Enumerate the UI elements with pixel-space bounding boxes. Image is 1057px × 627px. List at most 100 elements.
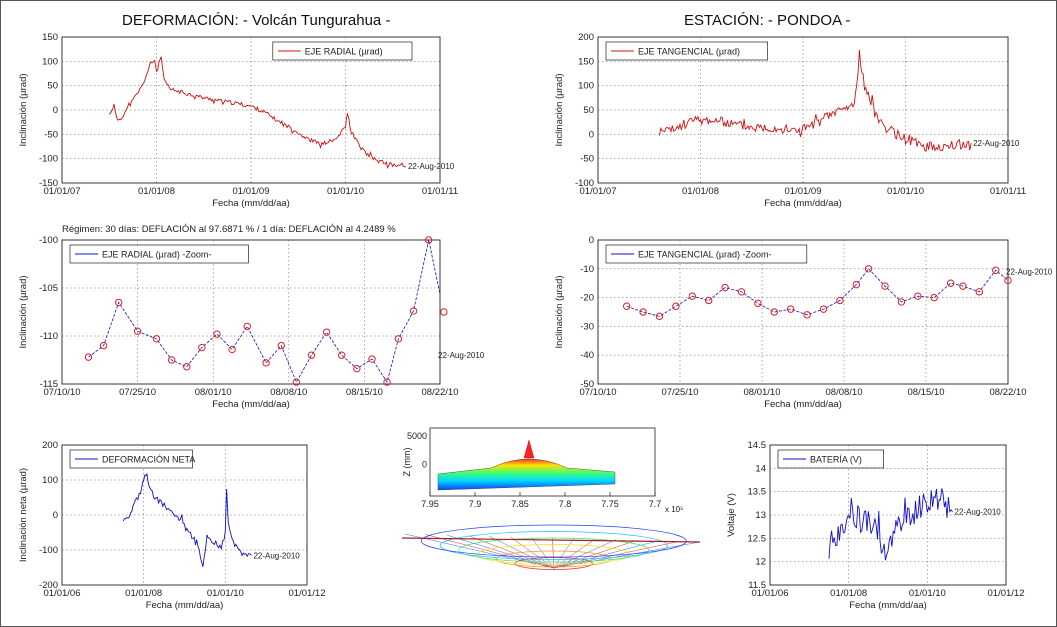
tangencial-y-tick-label: -50 xyxy=(580,154,594,165)
radial_zoom-data-point xyxy=(115,298,123,307)
wire-radial-line xyxy=(531,537,554,569)
chart-bateria: 01/01/06 01/01/08 01/01/10 01/01/12 11.5 12 12… xyxy=(726,440,1024,611)
radial-x-label: Fecha (mm/dd/aa) xyxy=(212,198,290,209)
radial_zoom-data-point xyxy=(277,341,285,350)
radial-y-tick-label: -150 xyxy=(39,178,58,189)
wire-radial-line xyxy=(468,535,554,569)
tangencial_zoom-data-point xyxy=(881,282,889,290)
tangencial-x-tick-label: 01/01/07 xyxy=(580,186,617,197)
tangencial_zoom-y-label: Inclinación (µrad) xyxy=(554,275,565,348)
wire-contour-ring xyxy=(458,537,650,563)
radial-y-label: Inclinación (µrad) xyxy=(18,73,29,146)
radial_zoom-data-point xyxy=(394,335,403,343)
radial_zoom-data-point xyxy=(262,359,270,367)
surface-y-label: Z (mm) xyxy=(402,448,412,477)
surface-x-exponent: x 10⁵ xyxy=(665,505,683,514)
title-left: DEFORMACIÓN: - Volcán Tungurahua - xyxy=(122,12,391,29)
radial_zoom-y-label: Inclinación (µrad) xyxy=(18,275,29,348)
wire-radial-line xyxy=(553,540,637,569)
radial_zoom-data-point xyxy=(409,307,418,315)
tangencial_zoom-y-tick-label: -20 xyxy=(580,293,594,304)
tangencial_zoom-data-point xyxy=(1004,276,1012,285)
radial_zoom-data-point xyxy=(133,327,142,335)
tangencial_zoom-y-tick-label: -30 xyxy=(580,321,594,332)
wire-radial-line xyxy=(553,541,679,569)
surface-y-tick-label: 5000 xyxy=(407,431,427,441)
deformacion_neta-y-label: Inclinación neta (µrad) xyxy=(18,468,29,562)
regime-status-text: Régimen: 30 días: DEFLACIÓN al 97.6871 %… xyxy=(62,224,396,235)
radial_zoom-x-tick-label: 07/25/10 xyxy=(119,387,156,398)
deformacion_neta-y-tick-label: 0 xyxy=(53,510,58,521)
deformacion_neta-series-line xyxy=(122,472,252,567)
title-right: ESTACIÓN: - PONDOA - xyxy=(684,12,851,29)
tangencial-series-line xyxy=(659,49,972,153)
radial_zoom-x-tick-label: 08/01/10 xyxy=(195,387,232,398)
radial-series-line xyxy=(108,56,407,170)
radial_zoom-legend-box xyxy=(69,244,249,264)
wire-radial-line xyxy=(553,540,658,569)
surface-x-tick-label: 7.75 xyxy=(601,499,619,509)
bateria-x-label: Fecha (mm/dd/aa) xyxy=(849,600,927,611)
radial-legend-box xyxy=(272,41,413,61)
radial_zoom-y-tick-label: -105 xyxy=(39,283,58,294)
tangencial_zoom-legend-box xyxy=(605,244,808,264)
radial_zoom-data-point xyxy=(99,341,108,350)
radial_zoom-data-point xyxy=(322,328,331,336)
deformacion_neta-end-date-label: 22-Aug-2010 xyxy=(253,551,300,560)
radial-y-tick-label: 150 xyxy=(42,32,58,43)
tangencial_zoom-data-point xyxy=(930,293,938,302)
tangencial-x-tick-label: 01/01/08 xyxy=(682,186,719,197)
tangencial-y-tick-label: 100 xyxy=(578,81,594,92)
radial_zoom-data-point xyxy=(440,308,448,316)
tangencial_zoom-x-tick-label: 08/22/10 xyxy=(990,387,1027,398)
tangencial-x-tick-label: 01/01/10 xyxy=(887,186,924,197)
radial_zoom-legend-label: EJE RADIAL (µrad) -Zoom- xyxy=(102,250,211,260)
tangencial_zoom-x-tick-label: 08/15/10 xyxy=(908,387,945,398)
tangencial_zoom-legend-label: EJE TANGENCIAL (µrad) -Zoom- xyxy=(638,250,772,260)
radial_zoom-data-point xyxy=(167,356,176,364)
radial-y-tick-label: 50 xyxy=(47,81,58,92)
radial_zoom-data-point xyxy=(183,363,191,371)
tangencial_zoom-data-point xyxy=(770,308,778,316)
radial_zoom-data-point xyxy=(243,322,251,331)
deformacion_neta-y-tick-label: 100 xyxy=(42,475,58,486)
radial-y-tick-label: -50 xyxy=(44,129,58,140)
radial_zoom-axes-box xyxy=(61,239,441,385)
tangencial_zoom-data-point xyxy=(959,282,967,290)
tangencial_zoom-x-tick-label: 08/08/10 xyxy=(826,387,863,398)
tangencial_zoom-data-point xyxy=(672,302,680,310)
tangencial_zoom-data-point xyxy=(688,292,696,300)
tangencial_zoom-data-point xyxy=(655,312,664,321)
tangencial_zoom-x-tick-label: 08/01/10 xyxy=(744,387,781,398)
radial_zoom-data-point xyxy=(307,351,316,359)
surface-x-tick-label: 7.8 xyxy=(559,499,572,509)
wire-radial-line xyxy=(447,534,554,569)
deformacion_neta-x-tick-label: 01/01/08 xyxy=(125,588,162,599)
radial-y-tick-label: 100 xyxy=(42,56,58,67)
radial-x-tick-label: 01/01/07 xyxy=(44,186,81,197)
radial-legend-label: EJE RADIAL (µrad) xyxy=(305,47,383,57)
tangencial_zoom-x-tick-label: 07/25/10 xyxy=(662,387,699,398)
tangencial_zoom-y-tick-label: 0 xyxy=(589,235,594,246)
surface-x-tick-label: 7.95 xyxy=(421,499,439,509)
radial_zoom-data-point xyxy=(198,343,206,352)
tangencial-x-tick-label: 01/01/11 xyxy=(990,186,1026,197)
radial_zoom-y-tick-label: -110 xyxy=(40,331,58,342)
radial_zoom-data-point xyxy=(152,335,161,343)
tangencial_zoom-data-point xyxy=(836,296,844,305)
tangencial_zoom-data-point xyxy=(852,280,860,289)
tangencial-y-tick-label: -100 xyxy=(575,178,594,189)
surface-slab xyxy=(437,458,616,491)
tangencial-y-tick-label: 200 xyxy=(578,32,594,43)
tangencial_zoom-y-tick-label: -50 xyxy=(580,379,594,390)
tangencial_zoom-data-point xyxy=(705,296,713,305)
tangencial_zoom-data-point xyxy=(787,305,795,313)
tangencial_zoom-y-tick-label: -10 xyxy=(580,264,594,275)
bateria-y-label: Voltaje (V) xyxy=(726,493,737,537)
deformacion_neta-y-tick-label: -100 xyxy=(39,545,58,556)
radial_zoom-y-tick-label: -115 xyxy=(40,379,58,390)
wire-radial-line xyxy=(553,539,616,569)
tangencial_zoom-data-point xyxy=(803,311,811,319)
bateria-end-date-label: 22-Aug-2010 xyxy=(955,508,1002,517)
